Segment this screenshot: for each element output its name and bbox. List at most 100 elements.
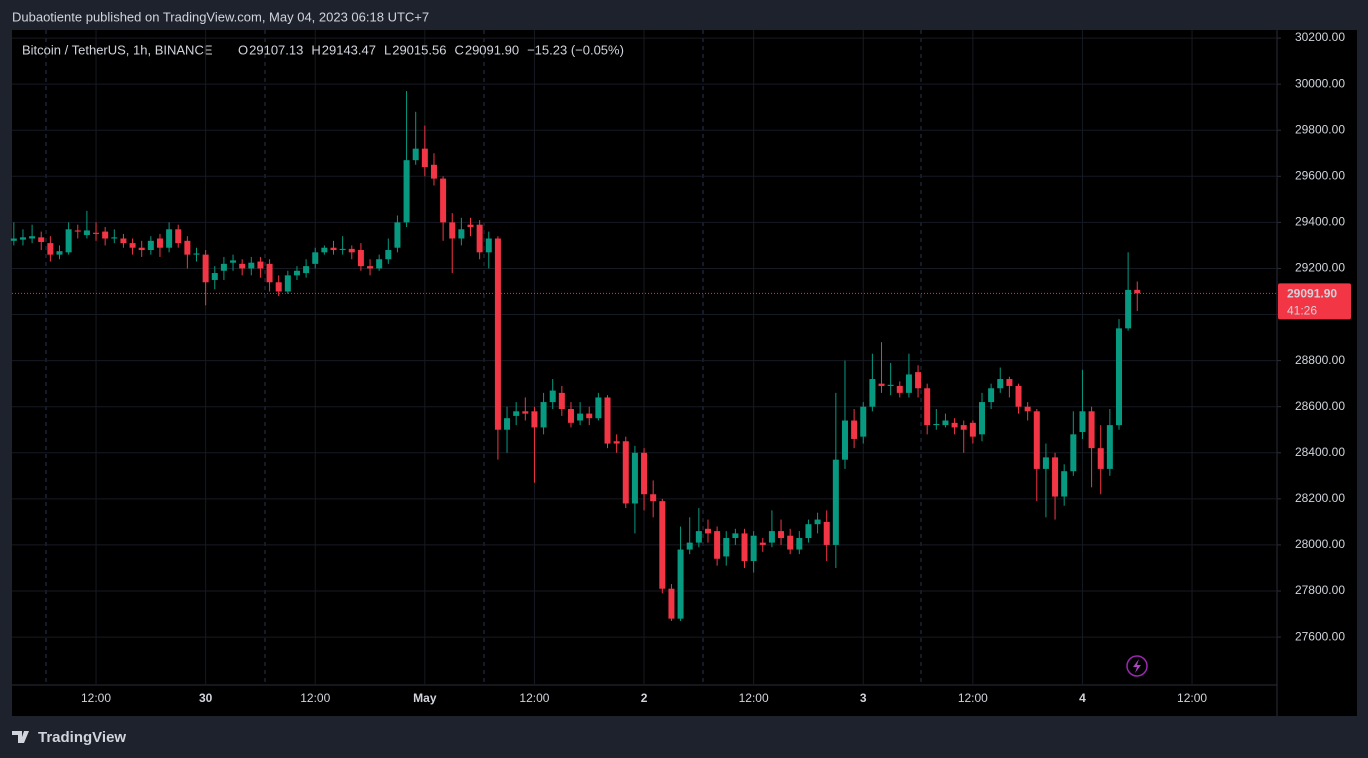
candle-body [960, 425, 967, 430]
candle-body [641, 452, 648, 495]
candle-body [1115, 328, 1122, 426]
alert-icon[interactable] [1126, 655, 1148, 677]
candle-body [878, 383, 885, 386]
y-tick-label: 28800.00 [1295, 353, 1345, 367]
x-tick-label: 12:00 [1177, 691, 1207, 705]
candle-body [403, 160, 410, 223]
candle-body [120, 238, 127, 244]
candle-body [330, 247, 337, 251]
candle-body [239, 263, 246, 269]
session-lines [45, 30, 922, 685]
candle-body [211, 273, 218, 280]
alert-bolt [1133, 659, 1141, 673]
x-tick-label: 30 [199, 691, 213, 705]
candle-body [376, 259, 383, 269]
candle-body [430, 164, 437, 179]
watermark-logo [12, 731, 29, 743]
candle-body [741, 533, 748, 562]
y-tick-label: 27800.00 [1295, 583, 1345, 597]
last-price-box [1278, 283, 1351, 320]
candle-body [851, 420, 858, 439]
candle-body [513, 411, 520, 416]
candle-body [321, 247, 328, 253]
candle-body [969, 422, 976, 437]
brand: TradingView [38, 729, 126, 746]
candle-body [567, 408, 574, 423]
candle-body [787, 535, 794, 550]
candle-body [348, 248, 355, 253]
chart-panel [12, 30, 1357, 716]
candle-body [613, 441, 620, 444]
y-tick-label: 28400.00 [1295, 445, 1345, 459]
countdown: 41:26 [1287, 304, 1317, 318]
candle-body [38, 237, 45, 242]
candle-body [841, 420, 848, 460]
candle-body [193, 253, 200, 255]
candle-body [924, 388, 931, 426]
y-tick-label: 29200.00 [1295, 261, 1345, 275]
candle-body [29, 236, 36, 239]
y-tick-label: 28600.00 [1295, 399, 1345, 413]
candle-body [129, 243, 136, 248]
candle-body [650, 494, 657, 502]
candle-body [147, 240, 154, 251]
candle-body [367, 266, 374, 269]
candle-body [102, 231, 109, 239]
candle-body [704, 528, 711, 534]
candle-body [449, 222, 456, 239]
candle-body [778, 531, 785, 539]
candle-body [65, 229, 72, 253]
candle-body [83, 230, 90, 236]
candle-body [275, 282, 282, 292]
candle-body [732, 533, 739, 539]
y-tick-label: 30200.00 [1295, 30, 1345, 44]
x-tick-label: 12:00 [519, 691, 549, 705]
y-tick-label: 29400.00 [1295, 215, 1345, 229]
candle-body [604, 397, 611, 444]
candle-body [485, 238, 492, 253]
candle-body [111, 237, 118, 239]
symbol-title: Bitcoin / TetherUS, 1h, BINANCE [22, 42, 213, 57]
candle-body [10, 238, 17, 241]
candle-body [494, 238, 501, 430]
x-tick-label: 2 [641, 691, 648, 705]
legend-key: C [454, 42, 463, 57]
candle-body [577, 413, 584, 421]
candle-body [184, 240, 191, 255]
candle-body [768, 531, 775, 543]
x-tick-label: 4 [1079, 691, 1086, 705]
candle-body [978, 402, 985, 435]
candle-body [714, 531, 721, 559]
candle-body [1070, 434, 1077, 472]
candle-body [951, 422, 958, 428]
candle-body [823, 521, 830, 545]
y-tick-label: 29600.00 [1295, 168, 1345, 182]
candle-body [586, 413, 593, 419]
candle-body [887, 384, 894, 386]
plot [10, 30, 1277, 685]
candle-body [166, 229, 173, 248]
y-tick-label: 28200.00 [1295, 491, 1345, 505]
candle-body [1024, 406, 1031, 412]
published-line: Dubaotiente published on TradingView.com… [12, 9, 429, 24]
candle-body [1088, 411, 1095, 449]
candle-body [1079, 411, 1086, 433]
x-tick-label: 12:00 [81, 691, 111, 705]
candle-body [156, 238, 163, 248]
y-tick-label: 28000.00 [1295, 537, 1345, 551]
candle-body [357, 250, 364, 267]
candle-body [202, 254, 209, 283]
last-price-label: 29091.90 [1287, 287, 1337, 301]
legend-change: −15.23 (−0.05%) [527, 42, 624, 57]
candle-body [759, 542, 766, 545]
legend-key: H [311, 42, 320, 57]
legend-value: 29107.13 [249, 42, 303, 57]
x-tick-label: 3 [860, 691, 867, 705]
candle-body [266, 263, 273, 283]
candle-body [1052, 457, 1059, 497]
candle-body [312, 252, 319, 264]
candle-body [56, 251, 63, 255]
candle-body [558, 392, 565, 409]
